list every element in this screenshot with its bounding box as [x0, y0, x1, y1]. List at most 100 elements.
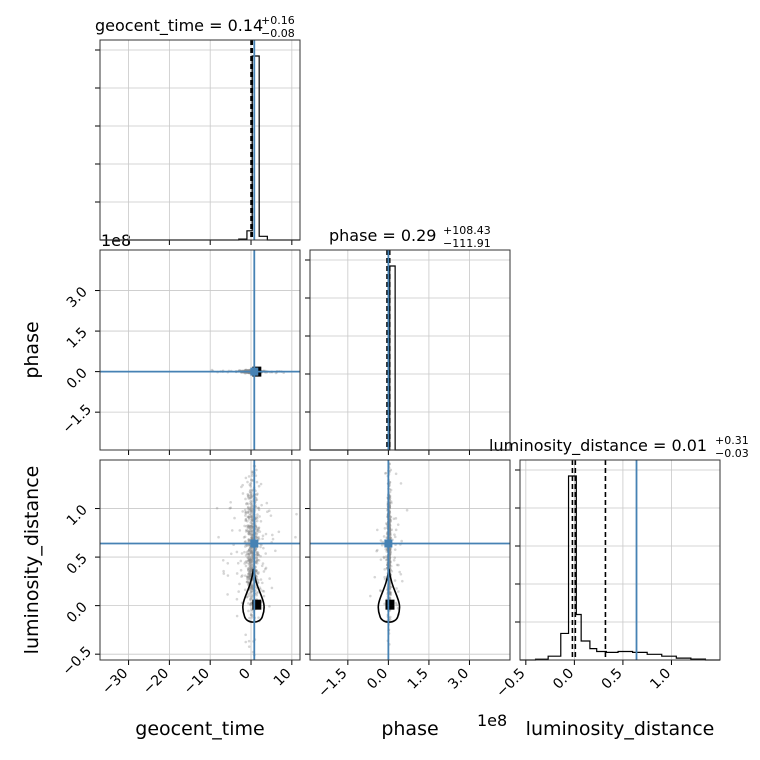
sample-point [248, 555, 252, 559]
sample-point [247, 538, 251, 541]
sample-point [248, 527, 252, 530]
sample-point [389, 591, 392, 595]
sample-point [250, 594, 254, 597]
sample-point [247, 538, 251, 542]
sample-point [246, 492, 250, 496]
sample-point [389, 520, 392, 523]
sample-point [243, 550, 246, 554]
sample-point [249, 478, 253, 482]
sample-point [254, 498, 258, 502]
sample-point [246, 519, 249, 523]
sample-point [241, 510, 244, 513]
sample-point [261, 562, 265, 565]
sample-point [388, 480, 392, 484]
sample-point [263, 567, 267, 571]
sample-point [248, 574, 252, 577]
sample-point [383, 568, 386, 571]
sample-point [250, 602, 253, 606]
panel-frame-top [519, 459, 721, 661]
sample-point [247, 572, 250, 576]
sample-point [251, 587, 254, 591]
sample-point [249, 570, 253, 574]
sample-point [261, 534, 265, 538]
sample-point [389, 519, 393, 522]
sample-point [249, 587, 252, 591]
sample-point [250, 616, 254, 619]
sample-point [247, 525, 251, 529]
sample-point [247, 516, 251, 519]
sample-point [250, 551, 253, 555]
sample-point [240, 552, 244, 555]
panel-frame-top [309, 249, 511, 451]
sample-point [249, 529, 253, 533]
panel-frame [309, 249, 511, 451]
title-phase-minus: −111.91 [443, 237, 491, 250]
sample-point [390, 501, 393, 505]
sample-point [255, 591, 259, 595]
y-tick-label: 0.0 [64, 365, 91, 392]
sample-point [222, 572, 226, 575]
sample-point [250, 526, 254, 529]
panel-luminosity-distance-vs-geocent-time [99, 459, 301, 661]
sample-point [248, 548, 251, 551]
sample-point [248, 507, 251, 510]
sample-point [244, 511, 248, 514]
sample-point [389, 518, 392, 521]
sample-point [255, 556, 258, 560]
sample-point [389, 550, 392, 554]
sample-point [251, 536, 254, 540]
sample-point [395, 563, 399, 567]
sample-point [259, 578, 263, 581]
sample-point [250, 527, 254, 531]
sample-point [379, 589, 383, 593]
sample-point [389, 548, 392, 551]
sample-point [388, 536, 392, 539]
panel-phase-vs-geocent-time [99, 249, 301, 451]
sample-point [254, 525, 258, 528]
sample-point [264, 532, 268, 536]
sample-point [389, 468, 393, 472]
sample-point [389, 546, 392, 550]
sample-point [398, 570, 401, 574]
sample-point [388, 494, 392, 498]
sample-point [248, 558, 252, 561]
sample-point [255, 493, 259, 497]
sample-point [250, 536, 254, 540]
sample-point [254, 496, 258, 500]
sample-point [247, 563, 251, 566]
sample-point [249, 508, 252, 512]
sample-point [249, 565, 252, 568]
sample-point [246, 495, 250, 498]
sample-point [255, 517, 259, 520]
y-tick-label: −1.5 [60, 402, 95, 437]
sample-point [392, 559, 396, 562]
sample-point [247, 549, 251, 553]
sample-point [295, 512, 298, 516]
sample-point [256, 506, 260, 510]
sample-point [248, 529, 252, 533]
sample-point [396, 523, 400, 526]
sample-point [247, 538, 251, 542]
panel-luminosity-distance-vs-phase [309, 459, 511, 661]
sample-point [248, 560, 252, 564]
sample-point [250, 470, 254, 473]
sample-point [255, 593, 259, 597]
sample-point [248, 548, 251, 551]
sample-point [244, 510, 248, 514]
y-tick-label: 1.5 [64, 325, 91, 352]
sample-point [250, 550, 253, 554]
sample-point [250, 501, 253, 505]
sample-point [248, 497, 251, 500]
sample-point [249, 533, 253, 536]
sample-point [255, 559, 258, 563]
sample-point [249, 572, 252, 576]
sample-point [369, 594, 372, 598]
sample-point [375, 528, 379, 532]
sample-point [248, 558, 252, 562]
sample-point [249, 524, 253, 528]
sample-point [247, 524, 250, 528]
sample-point [249, 482, 253, 485]
sample-point [246, 502, 250, 506]
sample-point [248, 570, 251, 574]
sample-point [250, 558, 253, 562]
